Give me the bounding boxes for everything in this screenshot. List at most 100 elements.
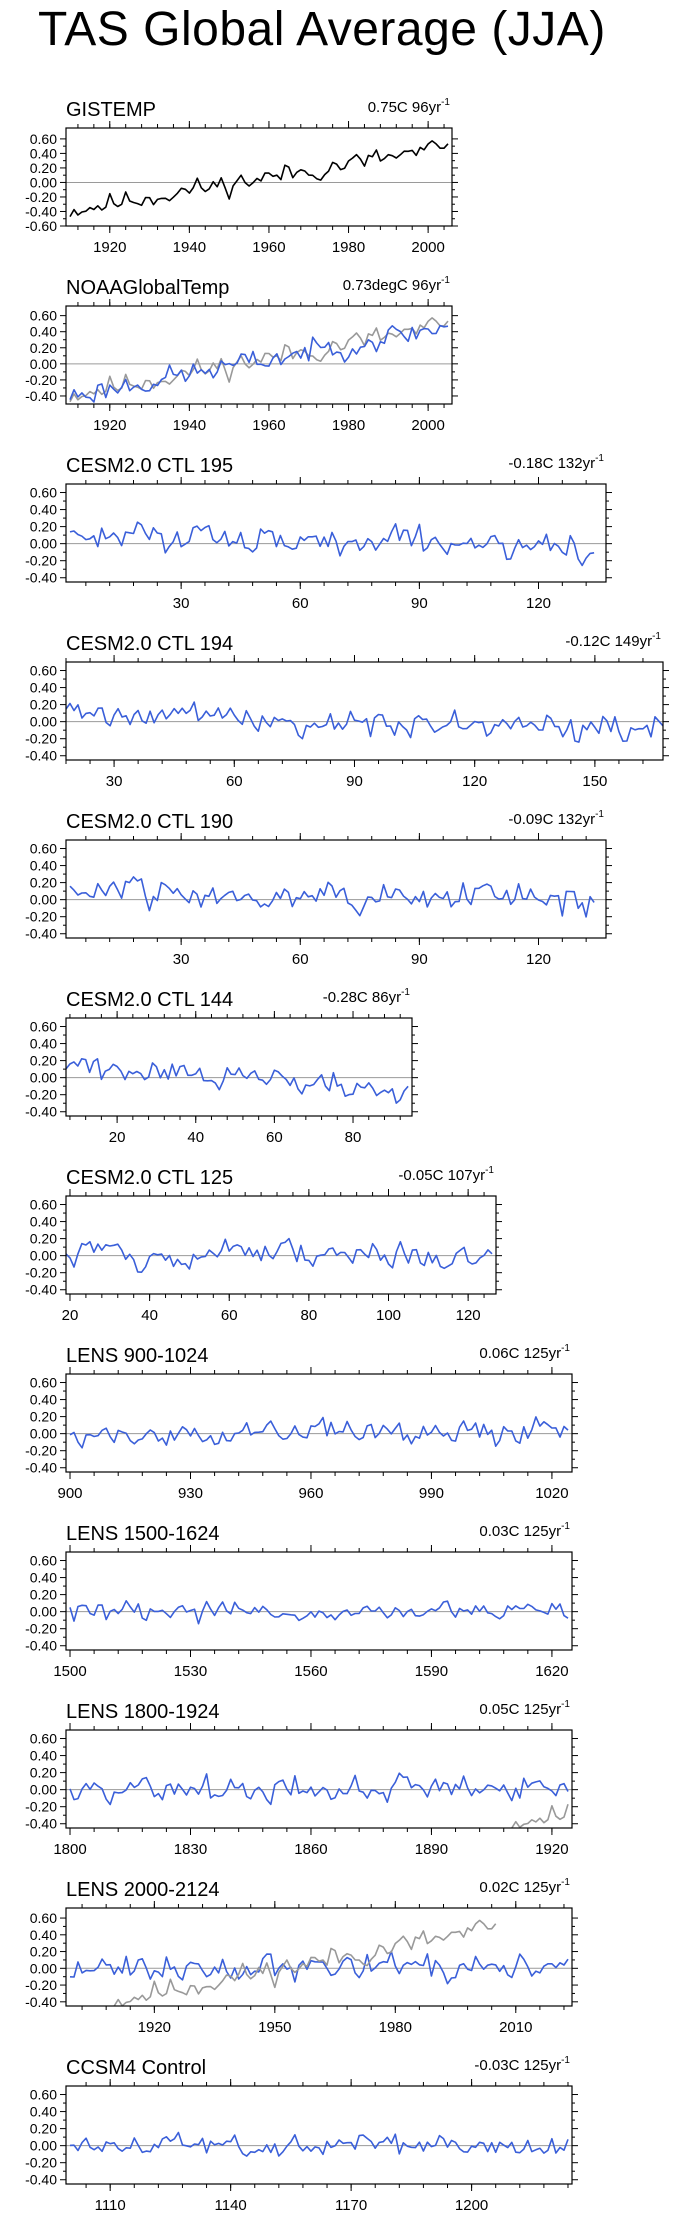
y-tick-label: 0.20 [30,697,57,713]
x-tick-label: 900 [58,1485,83,1502]
y-tick-label: 0.00 [30,892,57,908]
series-line-0 [69,521,595,567]
x-tick-label: 60 [292,595,309,612]
x-tick-label: 90 [346,773,363,790]
y-tick-label: 0.60 [30,308,57,324]
x-tick-label: 1110 [95,2197,126,2214]
y-tick-label: 0.20 [30,519,57,535]
x-tick-label: 1980 [379,2019,412,2036]
series-line-0 [69,1772,569,1806]
y-tick-label: 0.60 [30,1910,57,1926]
series-line-1 [511,1804,569,1829]
x-tick-label: 2000 [411,239,444,256]
y-tick-label: 0.00 [30,1960,57,1976]
x-tick-label: 1940 [173,239,206,256]
x-tick-label: 1560 [294,1663,327,1680]
x-tick-label: 1980 [332,417,365,434]
series-line-0 [69,140,449,217]
y-tick-label: 0.00 [30,174,57,190]
y-tick-label: -0.20 [25,1265,57,1281]
trend-label: -0.03C 125yr-1 [474,2055,570,2074]
x-tick-label: 960 [298,1485,323,1502]
series-line-0 [69,1600,569,1625]
y-tick-label: -0.20 [25,372,57,388]
y-tick-label: 0.60 [30,131,57,147]
x-tick-label: 60 [221,1307,238,1324]
x-tick-label: 1590 [415,1663,448,1680]
x-tick-label: 1980 [332,239,365,256]
y-tick-label: -0.40 [25,570,57,586]
y-tick-label: 0.00 [30,1604,57,1620]
trend-label: 0.05C 125yr-1 [479,1699,570,1718]
plot-frame [65,127,453,227]
y-tick-label: -0.40 [25,1994,57,2010]
trend-label: 0.03C 125yr-1 [479,1521,570,1540]
y-tick-label: 0.40 [30,680,57,696]
y-tick-label: -0.40 [25,2172,57,2188]
plot-frame [65,1195,497,1295]
x-tick-label: 40 [141,1307,158,1324]
y-tick-label: -0.40 [25,388,57,404]
x-tick-label: 60 [266,1129,283,1146]
y-tick-label: 0.20 [30,340,57,356]
trend-label: -0.12C 149yr-1 [565,631,661,650]
x-tick-label: 20 [62,1307,79,1324]
y-tick-label: 0.40 [30,1214,57,1230]
panel-6: -0.40-0.200.000.200.400.60 20 40 60 80 100 120… [25,1165,502,1324]
series-line-0 [69,2131,569,2157]
x-tick-label: 1200 [455,2197,488,2214]
panel-title: CESM2.0 CTL 144 [66,989,233,1011]
y-tick-label: -0.20 [25,909,57,925]
x-tick-label: 1960 [252,239,285,256]
y-tick-label: -0.40 [25,926,57,942]
plot-frame [65,1373,573,1473]
x-tick-label: 2000 [411,417,444,434]
x-tick-label: 1920 [93,417,126,434]
series-line-0 [65,701,664,743]
x-tick-label: 120 [456,1307,481,1324]
x-tick-label: 930 [178,1485,203,1502]
x-tick-label: 100 [376,1307,401,1324]
panel-0: -0.60-0.40-0.200.000.200.400.60 1920 1940 1… [25,97,458,256]
x-tick-label: 1620 [535,1663,568,1680]
y-tick-label: 0.60 [30,1375,57,1391]
x-tick-label: 90 [411,595,428,612]
y-tick-label: -0.20 [25,1443,57,1459]
y-tick-label: 0.40 [30,858,57,874]
y-tick-label: 0.40 [30,1927,57,1943]
y-tick-label: 0.40 [30,324,57,340]
x-tick-label: 1890 [415,1841,448,1858]
y-tick-label: 0.40 [30,1392,57,1408]
panel-title: LENS 1800-1924 [66,1701,219,1723]
y-tick-label: 0.40 [30,145,57,161]
trend-label: 0.02C 125yr-1 [479,1877,570,1896]
y-tick-label: 0.60 [30,1197,57,1213]
y-tick-label: 0.20 [30,1053,57,1069]
y-tick-label: 0.40 [30,1036,57,1052]
y-tick-label: 0.20 [30,1231,57,1247]
series-line-0 [65,1058,409,1104]
plot-frame [65,661,664,761]
y-tick-label: -0.20 [25,1799,57,1815]
series-line-0 [69,1416,569,1449]
x-tick-label: 80 [301,1307,318,1324]
y-tick-label: 0.20 [30,1587,57,1603]
x-tick-label: 30 [173,951,190,968]
y-tick-label: 0.00 [30,356,57,372]
x-tick-label: 1860 [294,1841,327,1858]
plot-frame [65,839,607,939]
x-tick-label: 1920 [535,1841,568,1858]
series-line-0 [69,317,449,403]
x-tick-label: 60 [292,951,309,968]
y-tick-label: 0.60 [30,663,57,679]
y-tick-label: -0.40 [25,1282,57,1298]
plot-frame [65,1729,573,1829]
y-tick-label: 0.60 [30,1553,57,1569]
y-tick-label: -0.20 [25,189,57,205]
series-line-0 [69,876,595,918]
panel-title: CCSM4 Control [66,2057,206,2079]
x-tick-label: 1950 [258,2019,291,2036]
panel-10: -0.40-0.200.000.200.400.60 1920 1950 1980 20… [25,1877,578,2036]
y-tick-label: -0.20 [25,1621,57,1637]
